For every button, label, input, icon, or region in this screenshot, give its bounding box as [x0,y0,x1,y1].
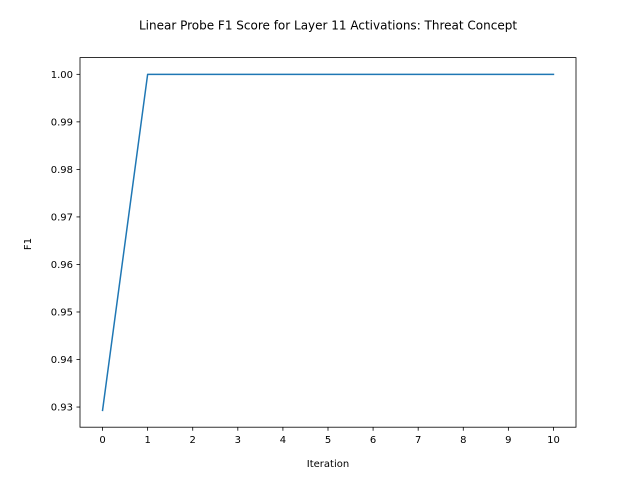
x-tick-label: 0 [99,435,105,446]
x-tick-label: 4 [280,435,286,446]
x-tick-label: 8 [460,435,466,446]
y-tick-label: 0.95 [51,308,73,319]
x-tick-label: 3 [235,435,241,446]
y-tick-label: 1.00 [51,70,73,81]
x-tick-label: 6 [370,435,376,446]
y-tick-label: 0.99 [51,117,73,128]
x-tick-label: 1 [144,435,150,446]
y-tick-label: 0.97 [51,213,73,224]
chart-title: Linear Probe F1 Score for Layer 11 Activ… [139,19,517,33]
y-tick-label: 0.93 [51,403,73,414]
axes-frame [79,57,577,428]
y-tick-label: 0.94 [51,355,73,366]
series-line-0 [101,73,555,412]
y-axis-label: F1 [23,238,34,250]
x-tick-label: 2 [190,435,196,446]
x-tick-label: 5 [325,435,331,446]
x-axis-label: Iteration [307,459,349,470]
y-tick-label: 0.96 [51,260,73,271]
x-tick-label: 7 [415,435,421,446]
x-tick-label: 9 [505,435,511,446]
plot-area: 0 1 2 3 4 5 6 7 8 9 10 0.93 0.94 0.95 0.96 0.97 0.98 0.99… [51,57,577,446]
y-tick-label: 0.98 [51,165,73,176]
x-tick-label: 10 [547,435,560,446]
